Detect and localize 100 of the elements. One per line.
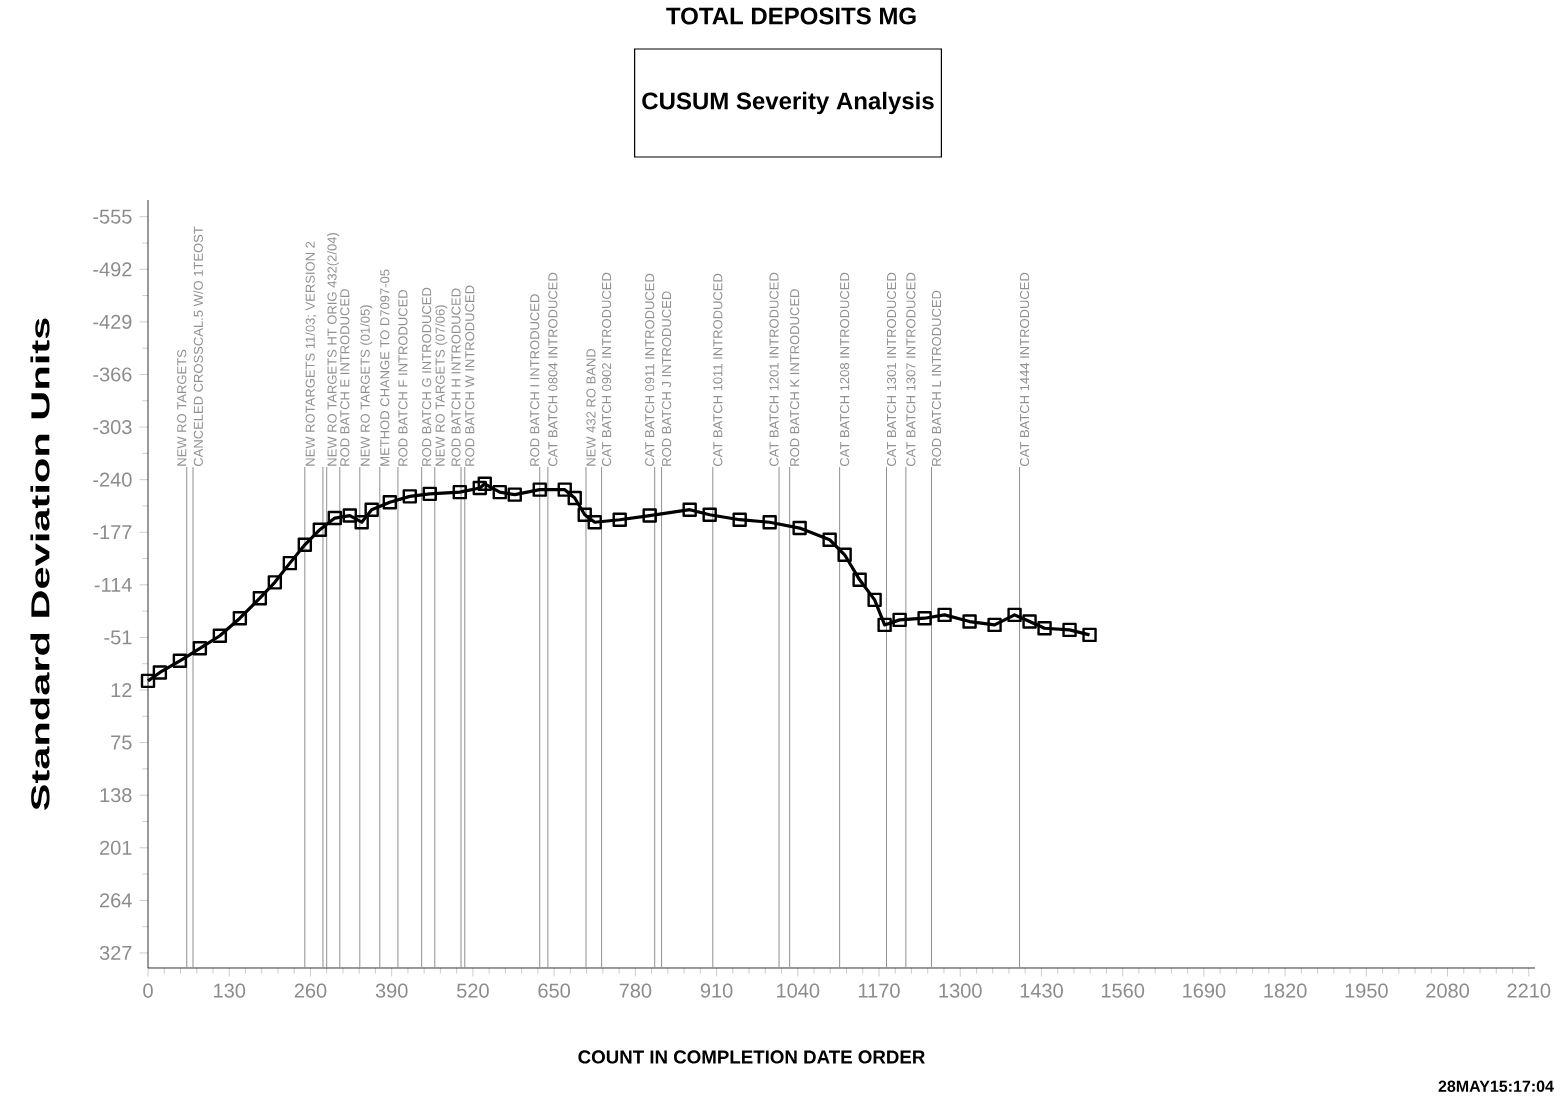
ref-line-label: ROD BATCH G INTRODUCED <box>422 287 432 466</box>
x-tick-label: 1300 <box>939 983 982 998</box>
x-tick-label: 650 <box>538 983 571 998</box>
ref-line-label: CAT BATCH 1444 INTRODUCED <box>1019 272 1030 467</box>
ref-line-label: ROD BATCH L INTRODUCED <box>931 290 942 466</box>
point <box>312 522 328 537</box>
ref-line-label: ROD BATCH J INTRODUCED <box>661 291 672 466</box>
text: CUSUM Severity Analysis <box>642 91 934 115</box>
point <box>837 547 852 562</box>
ref-line-label: CAT BATCH 1201 INTRODUCED <box>769 272 779 467</box>
y-tick-label: -51 <box>104 630 132 645</box>
ref-line-label: ROD BATCH H INTRODUCED <box>451 288 461 466</box>
point <box>297 537 313 552</box>
point <box>937 607 952 623</box>
point <box>452 484 467 500</box>
ref-line-label: NEW 432 RO BAND <box>586 348 596 466</box>
point <box>917 611 932 626</box>
point <box>282 555 298 571</box>
point <box>212 628 228 643</box>
point <box>867 592 882 608</box>
ref-line-label: METHOD CHANGE TO D7097-05 <box>380 269 390 466</box>
point <box>822 532 837 547</box>
ref-line-label: CANCELED CROSSCAL.5 W/O 1TEOST <box>193 226 203 467</box>
point <box>577 507 592 522</box>
y-tick-label: -555 <box>93 209 132 224</box>
x-tick-label: 520 <box>457 983 489 998</box>
x-tick-label: 2210 <box>1507 983 1551 998</box>
point <box>1037 621 1052 636</box>
y-tick-label: 12 <box>111 683 132 697</box>
chart-title: TOTAL DEPOSITS MG <box>666 7 916 25</box>
point <box>492 484 507 500</box>
point <box>557 482 572 497</box>
point <box>172 653 188 668</box>
ref-line-label: CAT BATCH 0902 INTRODUCED <box>602 272 612 467</box>
point <box>232 611 248 626</box>
point <box>877 617 892 633</box>
ref-line-label: NEW RO TARGETS (01/05) <box>360 305 373 466</box>
x-tick-label: 1820 <box>1264 983 1307 998</box>
y-tick-label: -240 <box>93 472 132 487</box>
x-tick-label: 780 <box>619 983 652 998</box>
x-tick-label: 1560 <box>1101 983 1145 998</box>
point <box>327 510 343 526</box>
x-tick-label: 1040 <box>777 983 820 998</box>
point <box>587 515 602 530</box>
ref-line-label: CAT BATCH 0911 INTRODUCED <box>645 273 655 467</box>
point <box>702 507 717 522</box>
point <box>364 502 379 517</box>
point <box>192 641 208 656</box>
point <box>532 482 547 497</box>
y-tick-label: 327 <box>99 945 132 961</box>
point <box>342 508 358 523</box>
y-tick-label: -429 <box>93 314 132 329</box>
y-tick-label: 201 <box>100 840 132 855</box>
x-tick-label: 260 <box>294 983 327 998</box>
ref-line-label: ROD BATCH E INTRODUCED <box>340 289 350 466</box>
ref-line-label: ROD BATCH F INTRODUCED <box>398 289 408 466</box>
ref-line-label: ROD BATCH I INTRODUCED <box>530 294 540 466</box>
point <box>732 512 747 527</box>
ref-line-label: CAT BATCH 1208 INTRODUCED <box>840 272 850 467</box>
y-axis-title: Standard Deviation Units <box>30 318 50 811</box>
ref-line-label: NEW RO TARGETS (07/06) <box>435 305 448 466</box>
point <box>152 665 168 680</box>
point <box>682 502 697 517</box>
y-tick-label: -303 <box>93 419 132 435</box>
x-axis-title: COUNT IN COMPLETION DATE ORDER <box>578 1050 925 1064</box>
point <box>140 673 156 689</box>
point <box>267 575 283 590</box>
x-tick-label: 2080 <box>1426 983 1470 998</box>
point <box>852 572 867 588</box>
point <box>1062 622 1077 638</box>
ref-line-label: CAT BATCH 1301 INTRODUCED <box>886 272 897 467</box>
x-tick-label: 1430 <box>1020 983 1063 998</box>
ref-line-label: NEW RO TARGETS HT ORIG 432(2/04) <box>327 233 340 466</box>
point <box>567 490 582 506</box>
point <box>1082 627 1097 643</box>
x-tick-label: 910 <box>700 983 733 998</box>
x-tick-label: 390 <box>375 983 408 998</box>
ref-line-label: NEW RO TARGETS <box>177 349 187 466</box>
ref-line-label: NEW ROTARGETS 11/03; VERSION 2 <box>305 241 317 466</box>
point <box>422 486 437 502</box>
y-tick-label: -366 <box>93 367 132 382</box>
ref-line-label: CAT BATCH 1011 INTRODUCED <box>713 273 723 467</box>
y-tick-label: -492 <box>93 262 132 277</box>
point <box>1022 614 1037 629</box>
point <box>472 480 487 496</box>
point <box>354 515 369 530</box>
point <box>892 612 907 628</box>
point <box>402 489 417 504</box>
y-tick-label: 138 <box>100 788 132 803</box>
point <box>382 494 397 510</box>
point <box>962 614 977 629</box>
x-tick-label: 0 <box>143 983 153 998</box>
point <box>477 476 492 492</box>
point <box>987 617 1002 633</box>
point <box>762 515 777 530</box>
ref-line-label: ROD BATCH K INTRODUCED <box>790 289 800 466</box>
ref-line-label: ROD BATCH W INTRODUCED <box>465 285 475 466</box>
point <box>507 487 522 502</box>
x-tick-label: 1950 <box>1345 983 1388 998</box>
point <box>642 508 657 523</box>
